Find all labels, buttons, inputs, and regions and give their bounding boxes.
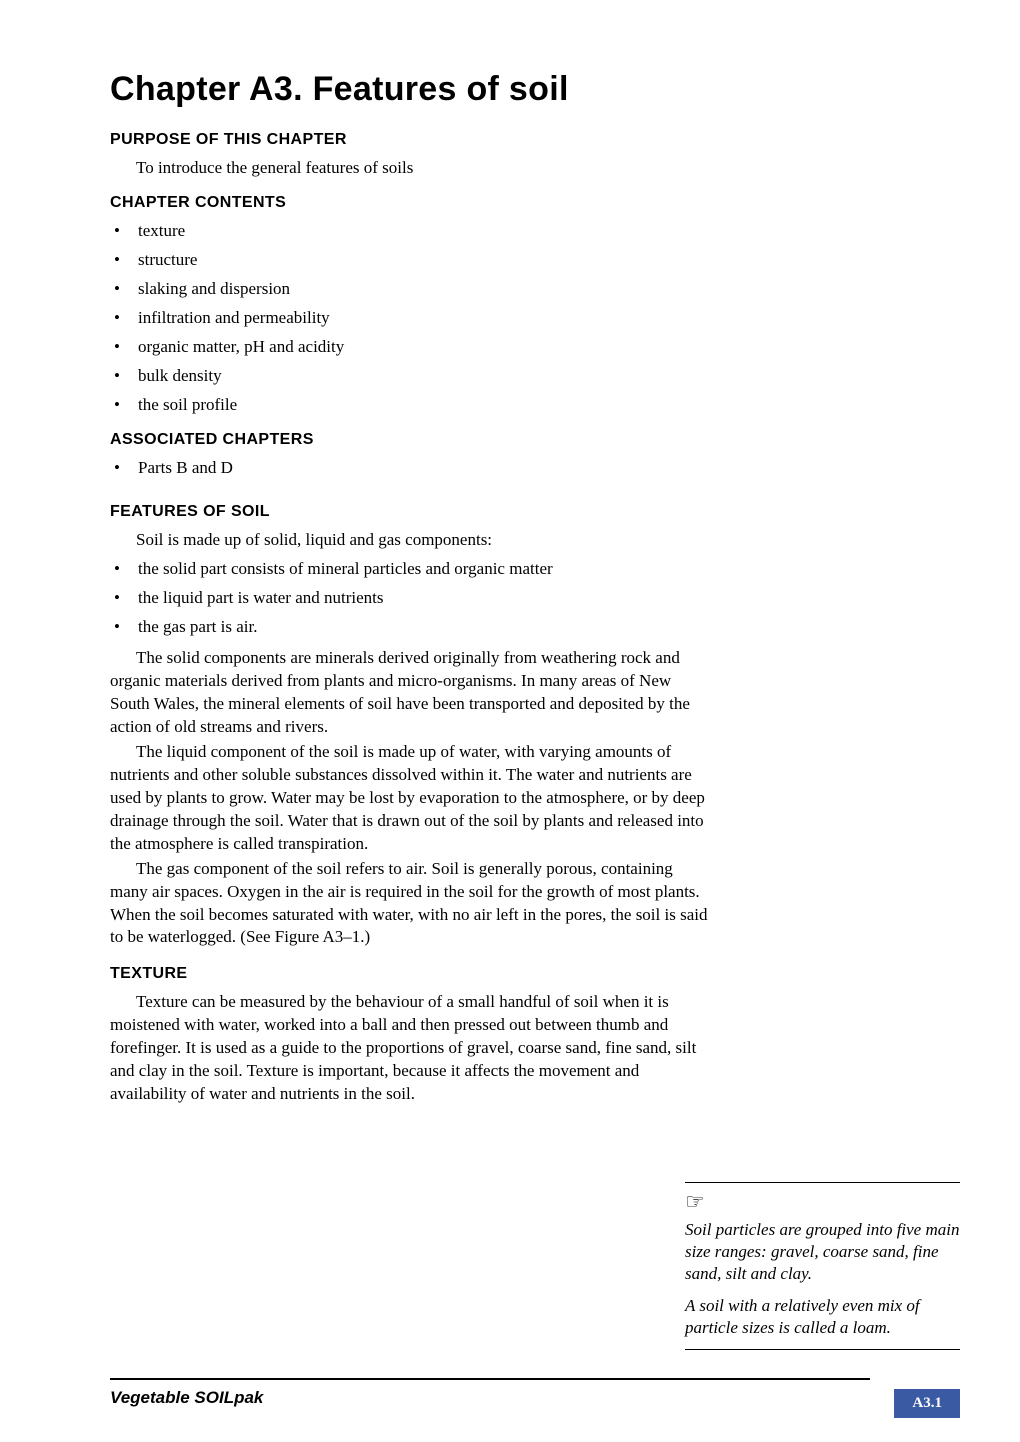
body-paragraph: Texture can be measured by the behaviour…	[110, 991, 710, 1106]
list-item: the solid part consists of mineral parti…	[110, 558, 710, 581]
list-item: the soil profile	[110, 394, 710, 417]
features-list: the solid part consists of mineral parti…	[110, 558, 710, 639]
list-item: infiltration and permeability	[110, 307, 710, 330]
body-paragraph: The gas component of the soil refers to …	[110, 858, 710, 950]
page-number-badge: A3.1	[894, 1389, 960, 1418]
side-note: ☞ Soil particles are grouped into five m…	[685, 1182, 960, 1350]
associated-list: Parts B and D	[110, 457, 710, 480]
page-footer: Vegetable SOILpak A3.1	[110, 1378, 960, 1408]
contents-list: texture structure slaking and dispersion…	[110, 220, 710, 417]
body-paragraph: The solid components are minerals derive…	[110, 647, 710, 739]
list-item: organic matter, pH and acidity	[110, 336, 710, 359]
pointer-icon: ☞	[685, 1191, 960, 1213]
sidenote-paragraph: A soil with a relatively even mix of par…	[685, 1295, 960, 1339]
list-item: bulk density	[110, 365, 710, 388]
features-block: FEATURES OF SOIL Soil is made up of soli…	[110, 503, 710, 949]
list-item: the gas part is air.	[110, 616, 710, 639]
chapter-title: Chapter A3. Features of soil	[110, 70, 710, 109]
texture-paragraphs: Texture can be measured by the behaviour…	[110, 991, 710, 1106]
list-item: structure	[110, 249, 710, 272]
list-item: Parts B and D	[110, 457, 710, 480]
page: Chapter A3. Features of soil PURPOSE OF …	[0, 0, 1020, 1442]
footer-title: Vegetable SOILpak	[110, 1388, 263, 1408]
list-item: slaking and dispersion	[110, 278, 710, 301]
section-heading-contents: CHAPTER CONTENTS	[110, 194, 710, 212]
footer-rule: Vegetable SOILpak	[110, 1378, 870, 1408]
features-paragraphs: The solid components are minerals derive…	[110, 647, 710, 949]
section-heading-associated: ASSOCIATED CHAPTERS	[110, 431, 710, 449]
list-item: texture	[110, 220, 710, 243]
sidenote-paragraph: Soil particles are grouped into five mai…	[685, 1219, 960, 1285]
section-heading-features: FEATURES OF SOIL	[110, 503, 710, 521]
body-paragraph: The liquid component of the soil is made…	[110, 741, 710, 856]
main-column: Chapter A3. Features of soil PURPOSE OF …	[110, 70, 710, 1106]
list-item: the liquid part is water and nutrients	[110, 587, 710, 610]
section-heading-purpose: PURPOSE OF THIS CHAPTER	[110, 131, 710, 149]
section-heading-texture: TEXTURE	[110, 965, 710, 983]
features-intro: Soil is made up of solid, liquid and gas…	[110, 529, 710, 552]
purpose-text: To introduce the general features of soi…	[110, 157, 710, 180]
